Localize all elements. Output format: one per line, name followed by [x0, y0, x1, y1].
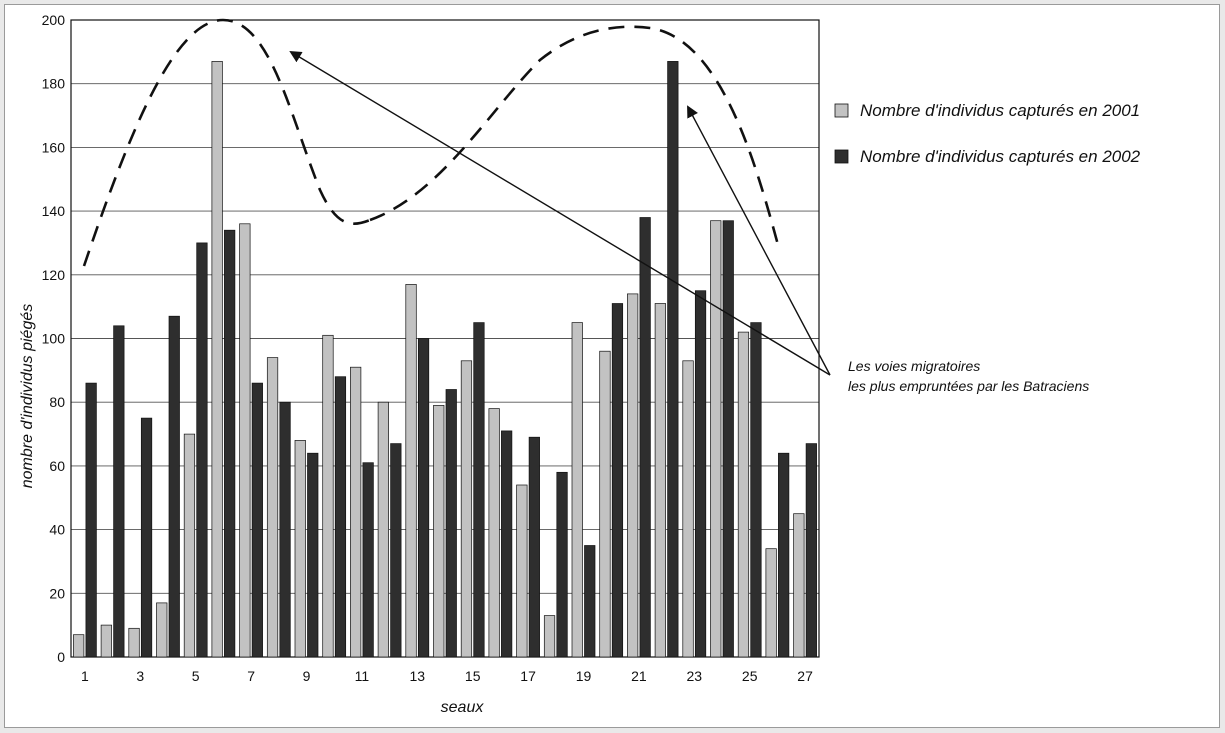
x-tick-label: 23	[687, 668, 703, 684]
legend-label-2002: Nombre d'individus capturés en 2002	[860, 147, 1141, 166]
y-tick-label: 20	[49, 585, 65, 601]
bar-2001-seau-18	[543, 615, 556, 658]
bar-2001-seau-11	[350, 366, 362, 658]
x-axis-title: seaux	[441, 699, 485, 716]
bar-2002-seau-10	[334, 376, 347, 658]
gridlines	[71, 83, 819, 594]
legend-swatch-2002	[834, 149, 849, 164]
x-tick-label: 25	[742, 668, 758, 684]
bar-2002-seau-27	[805, 443, 817, 658]
bar-2002-seau-23	[694, 290, 707, 658]
bar-2002-seau-3	[140, 417, 153, 658]
x-tick-label: 17	[520, 668, 536, 684]
bar-2002-seau-13	[417, 338, 430, 658]
x-tick-label: 1	[81, 668, 89, 684]
x-tick-labels: 1 3 5 7 9 11 13 15 17 19 21 23 25 27	[81, 668, 813, 684]
bar-2001-seau-10	[322, 334, 334, 658]
bar-2001-seau-5	[183, 433, 196, 658]
x-tick-label: 5	[192, 668, 200, 684]
bar-2001-seau-2	[100, 624, 112, 658]
bar-2001-seau-22	[654, 303, 666, 658]
bar-2001-seau-14	[433, 405, 445, 658]
plot-area	[70, 19, 820, 658]
bar-2001-seau-19	[571, 322, 583, 658]
bar-2001-seau-15	[460, 360, 473, 658]
bar-2002-seau-14	[445, 389, 457, 658]
bar-2002-seau-15	[473, 322, 485, 658]
bar-2001-seau-12	[377, 401, 389, 658]
bar-2002-seau-17	[528, 436, 540, 658]
bar-2001-seau-26	[765, 548, 777, 658]
x-tick-label: 15	[465, 668, 481, 684]
migration-route-curve-1	[82, 18, 371, 267]
y-tick-label: 200	[42, 12, 66, 28]
x-tick-label: 9	[303, 668, 311, 684]
y-tick-label: 140	[42, 203, 66, 219]
bar-2001-seau-4	[156, 602, 168, 658]
y-tick-label: 60	[49, 458, 65, 474]
bar-2001-seau-3	[128, 627, 140, 658]
y-tick-label: 160	[42, 139, 66, 155]
y-tick-label: 180	[42, 76, 66, 92]
bar-2001-seau-20	[599, 350, 611, 658]
bar-2002-seau-25	[750, 322, 762, 658]
x-tick-label: 3	[136, 668, 144, 684]
annotation-line-2: les plus empruntées par les Batraciens	[848, 378, 1089, 394]
legend-label-2001: Nombre d'individus capturés en 2001	[860, 101, 1140, 120]
bar-2002-seau-1	[85, 382, 97, 658]
y-tick-label: 120	[42, 267, 66, 283]
bar-2001-seau-7	[239, 223, 251, 658]
y-axis-title: nombre d'individus piégés	[19, 304, 36, 489]
bar-2001-seau-9	[294, 440, 306, 658]
bar-2002-seau-6	[224, 229, 236, 658]
bar-2002-seau-12	[390, 443, 402, 658]
bar-2001-seau-1	[73, 634, 85, 658]
bar-2002-seau-19	[584, 545, 596, 658]
legend-swatch-2001	[834, 103, 849, 118]
x-tick-label: 27	[797, 668, 813, 684]
bar-2001-seau-8	[266, 357, 279, 658]
x-tick-label: 11	[355, 668, 370, 684]
y-tick-label: 0	[57, 649, 65, 665]
bar-2002-seau-20	[611, 303, 624, 658]
bar-2002-seau-9	[307, 452, 319, 658]
y-tick-label: 100	[42, 331, 66, 347]
x-tick-label: 21	[631, 668, 647, 684]
bar-2001-seau-13	[405, 284, 417, 658]
bar-2002-seau-8	[279, 401, 291, 658]
bar-2001-seau-21	[627, 293, 639, 658]
bar-2001-seau-17	[516, 484, 528, 658]
legend: Nombre d'individus capturés en 2001 Nomb…	[834, 101, 1141, 166]
bar-2002-seau-2	[113, 325, 125, 658]
x-tick-label: 19	[576, 668, 592, 684]
bar-2002-seau-24	[722, 220, 734, 658]
bar-2001-seau-25	[737, 331, 750, 658]
x-tick-label: 7	[247, 668, 255, 684]
bar-2002-seau-18	[556, 471, 568, 658]
bar-2002-seau-21	[639, 217, 651, 658]
y-tick-label: 40	[49, 522, 65, 538]
bar-2001-seau-27	[793, 513, 805, 658]
bar-2001-seau-6	[211, 61, 223, 658]
annotation-arrow-1	[289, 50, 831, 376]
migration-route-curve-2	[369, 25, 780, 246]
bar-2001-seau-23	[682, 360, 694, 658]
bar-2002-seau-26	[778, 452, 790, 658]
annotation-line-1: Les voies migratoires	[848, 358, 980, 374]
x-tick-label: 13	[410, 668, 426, 684]
bars	[73, 61, 817, 658]
bar-2001-seau-16	[488, 408, 500, 658]
bar-2002-seau-16	[501, 430, 513, 658]
y-tick-labels: 0 20 40 60 80 100 120 140 160 180 200	[42, 12, 66, 665]
bar-2001-seau-24	[710, 220, 722, 658]
bar-2002-seau-7	[251, 382, 263, 658]
annotation-arrow-2	[687, 105, 831, 376]
bar-2002-seau-11	[362, 462, 374, 658]
bar-2002-seau-4	[168, 315, 180, 658]
y-tick-label: 80	[49, 394, 65, 410]
bar-2002-seau-22	[667, 61, 679, 658]
bar-2002-seau-5	[196, 242, 208, 658]
